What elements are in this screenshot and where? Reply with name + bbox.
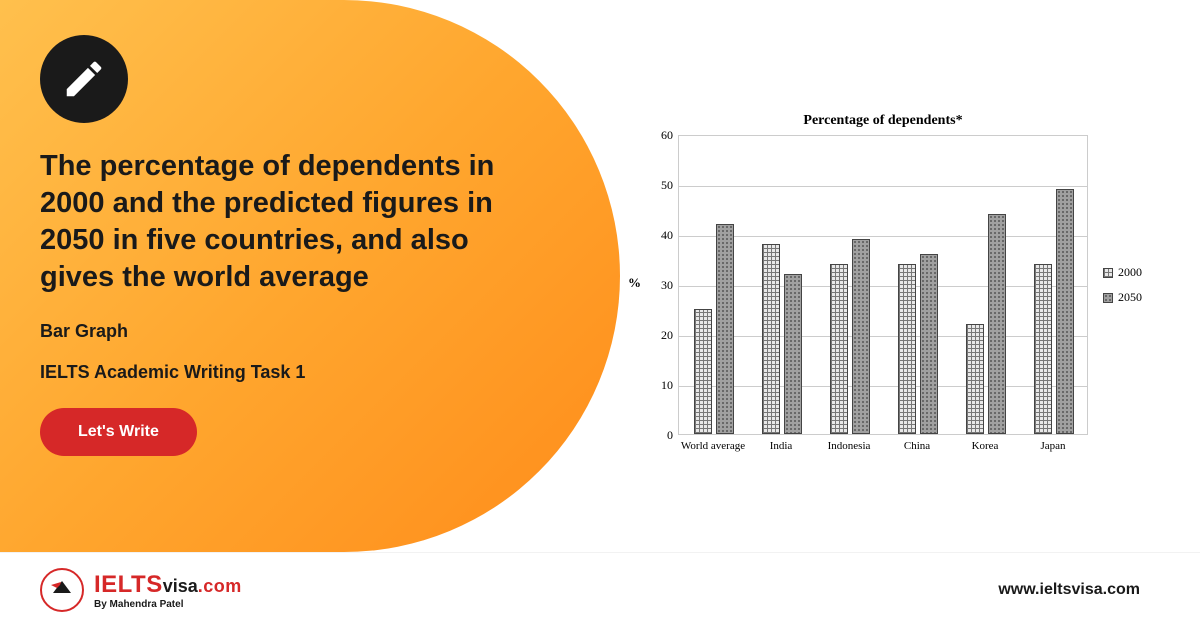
dependents-bar-chart: Percentage of dependents* % 2000 2050 01…: [628, 105, 1178, 485]
logo-brand-suffix: visa: [163, 576, 198, 596]
legend-item-2050: 2050: [1103, 290, 1142, 305]
bar: [966, 324, 984, 434]
logo-circle-icon: [40, 568, 84, 612]
logo-text: IELTSvisa.com By Mahendra Patel: [94, 571, 242, 610]
logo-brand-red: IELTS: [94, 571, 163, 598]
y-tick-label: 50: [653, 178, 673, 193]
legend-item-2000: 2000: [1103, 265, 1142, 280]
subtitle-task: IELTS Academic Writing Task 1: [40, 362, 540, 383]
legend-swatch-2000: [1103, 268, 1113, 278]
footer: IELTSvisa.com By Mahendra Patel www.ielt…: [0, 552, 1200, 627]
bar: [852, 239, 870, 434]
legend-label-2000: 2000: [1118, 265, 1142, 280]
y-tick-label: 60: [653, 128, 673, 143]
bar: [830, 264, 848, 434]
y-tick-label: 10: [653, 378, 673, 393]
subtitle-graph-type: Bar Graph: [40, 321, 540, 342]
bar: [988, 214, 1006, 434]
bar: [694, 309, 712, 434]
legend-swatch-2050: [1103, 293, 1113, 303]
pencil-icon: [40, 35, 128, 123]
logo-byline: By Mahendra Patel: [94, 599, 242, 610]
chart-legend: 2000 2050: [1103, 265, 1142, 315]
y-tick-label: 30: [653, 278, 673, 293]
chart-y-label: %: [628, 275, 641, 291]
x-tick-label: China: [904, 440, 930, 452]
bar: [920, 254, 938, 434]
bar: [716, 224, 734, 434]
lets-write-button[interactable]: Let's Write: [40, 408, 197, 456]
bar: [898, 264, 916, 434]
y-tick-label: 0: [653, 428, 673, 443]
bar: [1034, 264, 1052, 434]
bar: [762, 244, 780, 434]
bar: [1056, 189, 1074, 434]
y-tick-label: 40: [653, 228, 673, 243]
bar: [784, 274, 802, 434]
x-tick-label: India: [770, 440, 793, 452]
x-tick-label: Indonesia: [828, 440, 871, 452]
x-tick-label: World average: [681, 440, 745, 452]
x-tick-label: Japan: [1040, 440, 1065, 452]
chart-title: Percentage of dependents*: [678, 113, 1088, 129]
logo-brand-tld: .com: [198, 576, 242, 596]
y-tick-label: 20: [653, 328, 673, 343]
logo: IELTSvisa.com By Mahendra Patel: [40, 568, 242, 612]
orange-panel: The percentage of dependents in 2000 and…: [0, 0, 620, 552]
chart-plot-area: [678, 135, 1088, 435]
x-tick-label: Korea: [972, 440, 999, 452]
page-title: The percentage of dependents in 2000 and…: [40, 148, 540, 296]
legend-label-2050: 2050: [1118, 290, 1142, 305]
footer-url: www.ieltsvisa.com: [998, 581, 1140, 599]
